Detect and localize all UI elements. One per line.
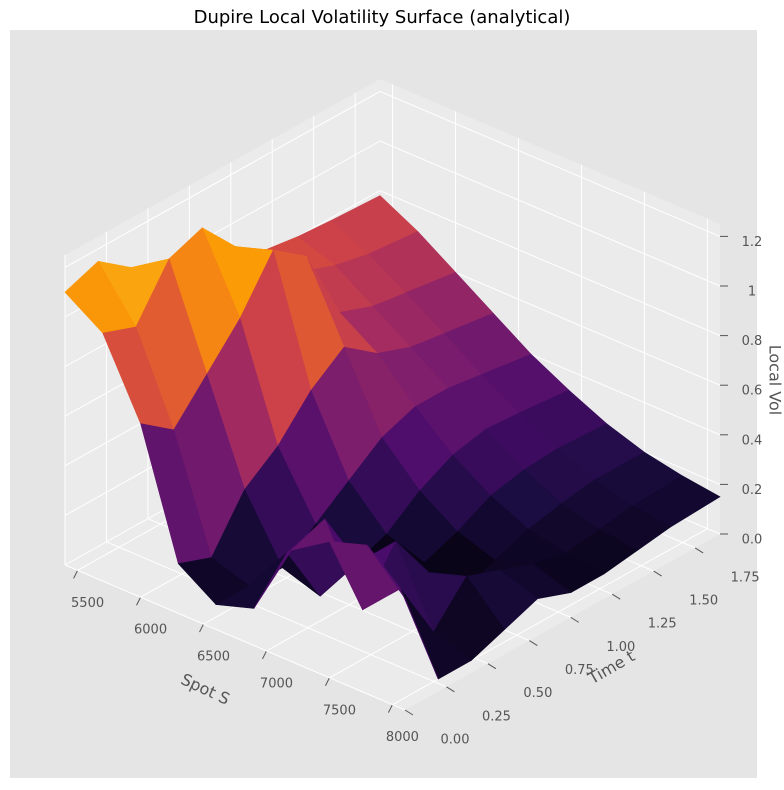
grid-line — [64, 90, 381, 268]
tick-mark — [653, 570, 662, 577]
z-tick-label: 0.4 — [742, 433, 763, 448]
x-tick-label: 7500 — [323, 703, 356, 718]
tick-mark — [387, 704, 393, 713]
tick-mark — [446, 686, 455, 693]
x-tick-label: 6000 — [134, 623, 167, 638]
tick-mark — [199, 623, 204, 633]
grid-line — [379, 90, 721, 237]
y-tick-label: 0.50 — [523, 686, 552, 701]
y-tick-label: 1.00 — [606, 640, 635, 655]
tick-mark — [136, 596, 142, 606]
grid-line — [106, 541, 447, 688]
tick-mark — [487, 663, 497, 670]
y-tick-label: 0.75 — [565, 663, 594, 678]
x-tick-label: 7000 — [260, 676, 293, 691]
tick-mark — [262, 650, 267, 660]
z-tick-label: 1.2 — [742, 235, 763, 250]
tick-mark — [570, 616, 580, 623]
z-tick-label: 0.8 — [742, 334, 763, 349]
y-tick-label: 1.25 — [648, 617, 677, 632]
tick-mark — [73, 570, 79, 579]
z-axis-label: Local Vol — [766, 345, 784, 416]
surface-patch — [366, 544, 439, 680]
tick-mark — [611, 593, 621, 600]
z-tick-label: 0.2 — [742, 483, 763, 498]
z-tick-label: 1 — [748, 285, 756, 300]
tick-mark — [404, 709, 414, 716]
y-tick-label: 0.00 — [441, 733, 470, 748]
y-tick-label: 1.75 — [731, 570, 760, 585]
x-tick-label: 6500 — [197, 650, 230, 665]
z-tick-label: 0.0 — [742, 533, 763, 548]
grid-line — [379, 190, 721, 337]
x-tick-label: 5500 — [71, 596, 104, 611]
tick-mark — [694, 547, 704, 554]
z-tick-label: 0.6 — [742, 384, 763, 399]
tick-mark — [529, 640, 538, 646]
grid-line — [379, 140, 721, 287]
x-tick-label: 8000 — [386, 730, 419, 745]
chart-title: Dupire Local Volatility Surface (analyti… — [194, 7, 571, 28]
y-tick-label: 0.25 — [482, 709, 511, 724]
tick-mark — [324, 677, 330, 687]
grid-line — [64, 564, 406, 711]
y-tick-label: 1.50 — [689, 594, 718, 609]
